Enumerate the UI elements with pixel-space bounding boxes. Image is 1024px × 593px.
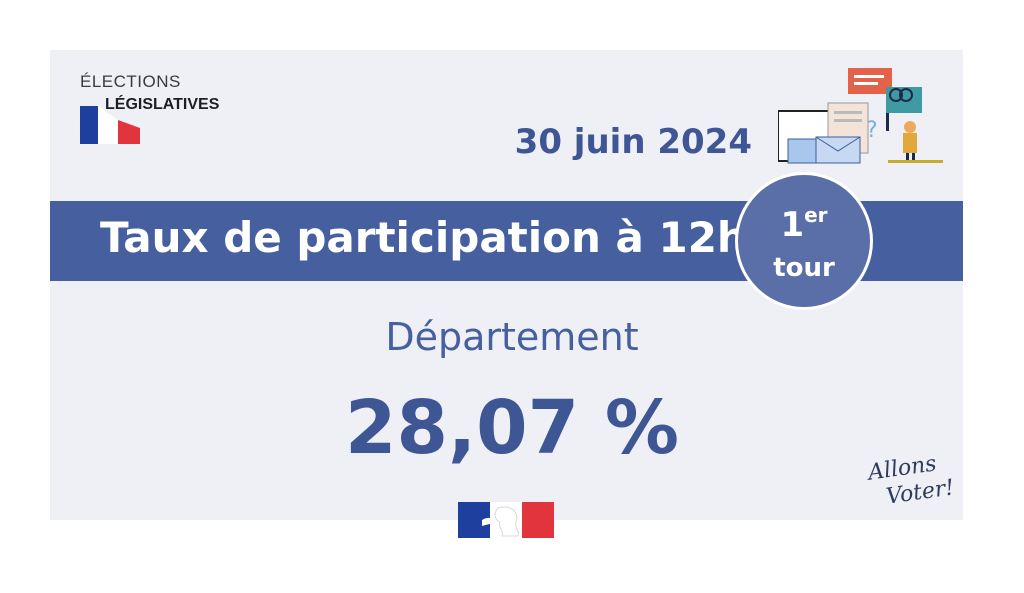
participation-value: 28,07 % [345,385,679,471]
round-number: 1er [738,203,870,245]
marianne-logo-icon [458,502,554,538]
round-suffix: er [804,203,828,227]
logo-line1: ÉLECTIONS [80,72,181,91]
voting-illustration-icon: ? [778,68,943,164]
round-number-value: 1 [780,205,805,245]
banner-title: Taux de participation à 12h [100,213,747,262]
scope-label: Département [385,315,639,359]
allons-voter-logo: Allons Voter! [866,451,958,514]
election-date: 30 juin 2024 [514,122,752,162]
round-label: tour [773,253,835,283]
french-flag-icon [80,106,140,144]
elections-logo: ÉLECTIONS LÉGISLATIVES [80,72,219,113]
round-badge: 1er tour [735,172,873,310]
svg-text:?: ? [866,118,878,143]
logo-line2: LÉGISLATIVES [105,96,220,113]
